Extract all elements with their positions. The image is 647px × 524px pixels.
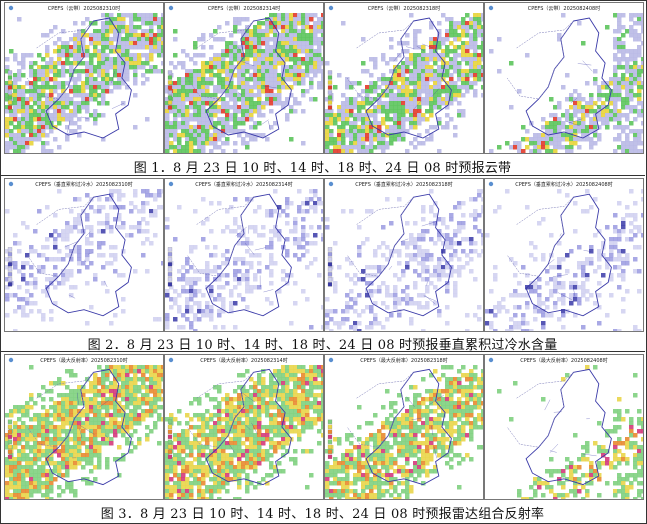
supercooled-water-map-18h [325,181,483,331]
fig3-panel-2: CPEFS（最大反射率）2025082314时 [164,354,324,500]
fig2-panel-4: CPEFS（垂直累积过冷水）2025082408时 [484,178,644,332]
fig1-panel-2: CPEFS（云带）2025082314时 [164,2,324,154]
figure-3-caption: 图 3．8 月 23 日 10 时、14 时、18 时、24 日 08 时预报雷… [100,507,545,522]
figure-3-row: CPEFS（最大反射率）2025082310时 CPEFS（最大反射率）2025… [2,354,644,500]
panel-title: CPEFS（云带）2025082314时 [207,6,281,12]
figure-2-row: CPEFS（垂直累积过冷水）2025082310时 CPEFS（垂直累积过冷水）… [2,178,644,332]
divider [0,175,645,176]
cloud-map-10h [5,5,163,153]
panel-title: CPEFS（云带）2025082408时 [527,6,601,12]
fig3-panel-4: CPEFS（最大反射率）2025082408时 [484,354,644,500]
radar-map-14h [165,357,323,499]
radar-map-10h [5,357,163,499]
cloud-map-08h [488,5,643,153]
figure-1-row: CPEFS（云带）2025082310时 CPEFS（云带）2025082314… [2,2,644,154]
fig2-panel-1: CPEFS（垂直累积过冷水）2025082310时 [4,178,164,332]
panel-title: CPEFS（最大反射率）2025082314时 [200,358,288,364]
panel-title: CPEFS（最大反射率）2025082310时 [40,358,128,364]
fig2-panel-3: CPEFS（垂直累积过冷水）2025082318时 [324,178,484,332]
fig2-panel-2: CPEFS（垂直累积过冷水）2025082314时 [164,178,324,332]
supercooled-water-map-08h [485,181,643,331]
panel-title: CPEFS（云带）2025082318时 [367,6,441,12]
panel-title: CPEFS（垂直累积过冷水）2025082310时 [35,182,133,188]
figure-2-caption: 图 2．8 月 23 日 10 时、14 时、18 时、24 日 08 时预报垂… [87,338,558,353]
supercooled-water-map-10h [5,181,163,331]
fig1-panel-1: CPEFS（云带）2025082310时 [4,2,164,154]
figure-1-caption: 图 1．8 月 23 日 10 时、14 时、18 时、24 日 08 时预报云… [133,161,512,176]
radar-map-08h [488,357,643,499]
supercooled-water-map-14h [165,181,323,331]
cloud-map-14h [165,5,323,153]
panel-title: CPEFS（最大反射率）2025082318时 [360,358,448,364]
fig3-panel-1: CPEFS（最大反射率）2025082310时 [4,354,164,500]
fig1-panel-3: CPEFS（云带）2025082318时 [324,2,484,154]
panel-title: CPEFS（最大反射率）2025082408时 [520,358,608,364]
cloud-map-18h [325,5,483,153]
panel-title: CPEFS（垂直累积过冷水）2025082318时 [355,182,453,188]
radar-map-18h [325,357,483,499]
fig3-panel-3: CPEFS（最大反射率）2025082318时 [324,354,484,500]
fig1-panel-4: CPEFS（云带）2025082408时 [484,2,644,154]
panel-title: CPEFS（云带）2025082310时 [47,6,121,12]
panel-title: CPEFS（垂直累积过冷水）2025082314时 [195,182,293,188]
panel-title: CPEFS（垂直累积过冷水）2025082408时 [515,182,613,188]
divider [0,351,645,352]
